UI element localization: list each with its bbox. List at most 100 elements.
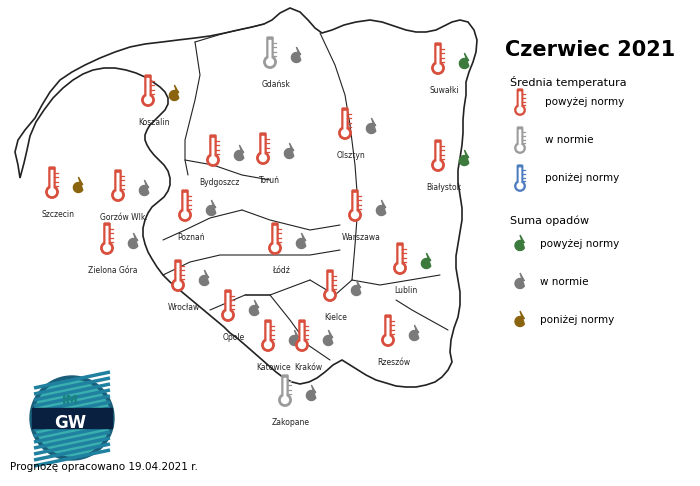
Circle shape <box>514 105 525 115</box>
Circle shape <box>104 244 111 251</box>
Polygon shape <box>515 311 524 327</box>
Circle shape <box>394 262 406 274</box>
Polygon shape <box>410 325 419 341</box>
FancyBboxPatch shape <box>517 126 524 146</box>
Circle shape <box>432 159 444 171</box>
Text: IM: IM <box>62 394 78 406</box>
FancyBboxPatch shape <box>519 91 522 107</box>
FancyBboxPatch shape <box>298 319 306 343</box>
Circle shape <box>435 65 442 71</box>
Polygon shape <box>169 85 178 101</box>
Polygon shape <box>74 177 83 192</box>
Polygon shape <box>421 253 430 268</box>
FancyBboxPatch shape <box>106 226 108 244</box>
FancyBboxPatch shape <box>328 273 332 291</box>
FancyBboxPatch shape <box>224 289 232 313</box>
Text: Toruń: Toruń <box>258 176 279 185</box>
FancyBboxPatch shape <box>519 167 522 183</box>
FancyBboxPatch shape <box>176 263 179 281</box>
Circle shape <box>342 130 349 137</box>
Circle shape <box>264 56 276 68</box>
Circle shape <box>517 107 523 113</box>
FancyBboxPatch shape <box>437 143 440 161</box>
Text: w normie: w normie <box>545 135 594 145</box>
FancyBboxPatch shape <box>437 46 440 64</box>
Circle shape <box>324 289 336 301</box>
Circle shape <box>172 279 184 291</box>
FancyBboxPatch shape <box>351 190 359 213</box>
FancyBboxPatch shape <box>354 193 356 211</box>
Text: Prognozę opracowano 19.04.2021 r.: Prognozę opracowano 19.04.2021 r. <box>10 462 198 472</box>
Circle shape <box>267 59 274 66</box>
FancyBboxPatch shape <box>183 193 186 211</box>
Circle shape <box>517 145 523 151</box>
FancyBboxPatch shape <box>274 226 276 244</box>
Circle shape <box>299 342 305 348</box>
FancyBboxPatch shape <box>144 74 152 98</box>
Circle shape <box>30 376 114 460</box>
Text: Katowice: Katowice <box>257 363 291 372</box>
Circle shape <box>514 181 525 191</box>
Text: Łódź: Łódź <box>272 266 290 275</box>
FancyBboxPatch shape <box>281 374 289 398</box>
Circle shape <box>281 397 288 403</box>
Text: poniżej normy: poniżej normy <box>545 173 620 183</box>
Circle shape <box>260 155 267 161</box>
FancyBboxPatch shape <box>434 42 442 66</box>
Circle shape <box>34 380 110 456</box>
Text: Gdańsk: Gdańsk <box>262 80 290 89</box>
Circle shape <box>382 334 394 346</box>
FancyBboxPatch shape <box>517 164 524 184</box>
Text: Wrocław: Wrocław <box>168 303 200 312</box>
Text: Czerwiec 2021: Czerwiec 2021 <box>505 40 675 60</box>
FancyBboxPatch shape <box>181 190 189 213</box>
Circle shape <box>349 209 361 221</box>
Polygon shape <box>366 118 376 134</box>
Text: powyżej normy: powyżej normy <box>540 239 620 249</box>
Text: Szczecin: Szczecin <box>41 210 74 219</box>
Text: Białystok: Białystok <box>426 183 461 192</box>
Polygon shape <box>206 200 216 215</box>
Text: Warszawa: Warszawa <box>342 233 380 242</box>
Text: poniżej normy: poniżej normy <box>540 315 615 325</box>
Circle shape <box>351 211 358 218</box>
Text: Rzeszów: Rzeszów <box>377 358 411 367</box>
FancyBboxPatch shape <box>267 323 270 341</box>
Circle shape <box>272 244 279 251</box>
Text: Lublin: Lublin <box>394 286 418 295</box>
Text: Poznań: Poznań <box>177 233 205 242</box>
Circle shape <box>269 242 281 254</box>
Polygon shape <box>289 330 299 346</box>
FancyBboxPatch shape <box>519 129 522 145</box>
Circle shape <box>514 143 525 153</box>
Circle shape <box>222 309 235 321</box>
Text: w normie: w normie <box>540 277 589 287</box>
Circle shape <box>209 156 216 163</box>
FancyBboxPatch shape <box>262 136 265 154</box>
Text: Koszalin: Koszalin <box>139 118 169 127</box>
Circle shape <box>181 211 188 218</box>
Circle shape <box>115 191 121 198</box>
FancyBboxPatch shape <box>517 88 524 108</box>
Polygon shape <box>296 233 306 248</box>
Circle shape <box>112 189 124 201</box>
Text: Opole: Opole <box>223 333 245 342</box>
Text: Kraków: Kraków <box>294 363 322 372</box>
FancyBboxPatch shape <box>174 260 182 283</box>
Polygon shape <box>139 180 148 195</box>
Polygon shape <box>323 330 332 346</box>
Polygon shape <box>199 270 209 285</box>
Circle shape <box>432 62 444 74</box>
Text: Kielce: Kielce <box>325 313 347 322</box>
Circle shape <box>265 342 272 348</box>
FancyBboxPatch shape <box>271 223 279 246</box>
FancyBboxPatch shape <box>32 408 112 428</box>
Circle shape <box>46 186 58 198</box>
Circle shape <box>262 339 274 351</box>
Circle shape <box>327 292 333 298</box>
Polygon shape <box>377 200 386 215</box>
Polygon shape <box>249 300 259 315</box>
Polygon shape <box>15 8 477 387</box>
FancyBboxPatch shape <box>266 36 274 60</box>
FancyBboxPatch shape <box>103 223 111 246</box>
